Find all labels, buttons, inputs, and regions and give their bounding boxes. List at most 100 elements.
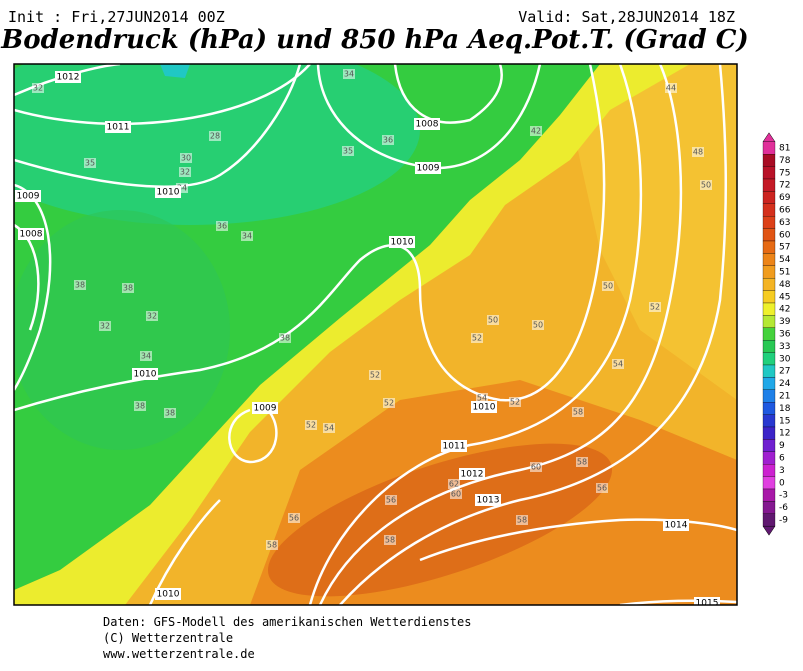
legend-swatch (762, 389, 776, 403)
theta-label-box (216, 221, 228, 231)
isobar-label-box (694, 597, 720, 605)
field-green-west (14, 210, 230, 450)
isobar-label: 1010 (391, 238, 414, 248)
theta-label: 54 (324, 424, 334, 433)
theta-label-box (476, 393, 488, 403)
legend-swatch (762, 278, 776, 291)
theta-label: 54 (613, 360, 623, 369)
isobar-label: 1010 (157, 188, 180, 198)
isobar (619, 599, 737, 605)
isobar-label-box (18, 228, 44, 240)
legend-label: 42 (779, 305, 790, 315)
legend-label: 18 (779, 404, 791, 414)
legend-label: 63 (779, 218, 790, 228)
isobar (14, 64, 311, 126)
theta-label: 60 (451, 490, 461, 499)
legend-label: -6 (779, 503, 788, 513)
isobar-label-box (414, 118, 440, 130)
theta-label: 56 (289, 514, 299, 523)
theta-label: 60 (531, 463, 541, 472)
theta-label-box (532, 320, 544, 330)
legend-swatch (762, 327, 776, 341)
legend-label: 54 (779, 255, 791, 265)
legend-swatch (762, 228, 776, 242)
theta-label-box (530, 126, 542, 136)
legend-label: 9 (779, 441, 785, 451)
footer-line: Daten: GFS-Modell des amerikanischen Wet… (103, 615, 471, 629)
isobar-label-box (155, 186, 181, 198)
isobar-label-box (389, 236, 415, 248)
isobar-label: 1009 (417, 164, 440, 174)
legend-swatch (762, 377, 776, 390)
theta-label-box (602, 281, 614, 291)
legend-label: 39 (779, 317, 791, 327)
theta-label: 52 (306, 421, 316, 430)
map-labels: 32 28 30 32 34 35 36 34 38 38 32 32 34 38 38 38 52 50 50 50… (15, 69, 720, 609)
theta-label: 36 (383, 136, 393, 145)
theta-label: 32 (180, 168, 190, 177)
theta-label-box (122, 283, 134, 293)
theta-label-box (649, 302, 661, 312)
theta-label-box (509, 397, 521, 407)
theta-label: 38 (165, 409, 175, 418)
isobar-label: 1008 (416, 120, 439, 130)
legend-label: 51 (779, 268, 790, 278)
theta-label-box (576, 457, 588, 467)
isobar-label: 1014 (665, 521, 688, 531)
isobar-label: 1010 (473, 403, 496, 413)
legend-swatch (762, 402, 776, 415)
theta-label: 42 (531, 127, 541, 136)
legend-label: 24 (779, 379, 791, 389)
isobar-label-box (441, 440, 467, 452)
legend-swatch (762, 265, 776, 279)
theta-label-box (146, 311, 158, 321)
theta-label: 34 (344, 70, 354, 79)
theta-label: 32 (33, 84, 43, 93)
legend-label: 75 (779, 168, 790, 178)
theta-label: 34 (141, 352, 151, 361)
theta-label-box (179, 167, 191, 177)
theta-label-box (384, 535, 396, 545)
legend-label: 45 (779, 292, 790, 302)
valid-time: Valid: Sat,28JUN2014 18Z (518, 8, 735, 26)
isobar (228, 403, 278, 464)
theta-label-box (140, 351, 152, 361)
theta-label: 35 (85, 159, 95, 168)
isobar-label: 1009 (17, 192, 40, 202)
theta-label: 52 (370, 371, 380, 380)
isobar (339, 64, 728, 605)
legend-swatch (762, 191, 776, 204)
legend-label: 27 (779, 367, 790, 377)
isobar-label: 1011 (107, 123, 130, 133)
legend-swatch (762, 426, 776, 440)
theta-label-box (180, 153, 192, 163)
legend-label: 57 (779, 243, 790, 253)
theta-label: 50 (603, 282, 613, 291)
theta-label: 28 (210, 132, 220, 141)
legend-swatch (762, 203, 776, 217)
legend-label: 48 (779, 280, 791, 290)
legend-swatch (762, 240, 776, 254)
legend-label: 33 (779, 342, 790, 352)
theta-label: 38 (75, 281, 85, 290)
theta-label: 58 (577, 458, 587, 467)
theta-label: 58 (517, 516, 527, 525)
isobar-label-box (663, 519, 689, 531)
legend-label: 69 (779, 193, 791, 203)
isobar-label: 1011 (443, 442, 466, 452)
legend-swatch (762, 253, 776, 266)
theta-label: 38 (135, 402, 145, 411)
theta-label-box (530, 462, 542, 472)
theta-label: 38 (280, 334, 290, 343)
isobar (419, 518, 737, 562)
legend-swatch (762, 166, 776, 180)
isobar (14, 183, 52, 391)
isobar-label: 1015 (696, 599, 719, 609)
legend-label: 81 (779, 144, 790, 154)
isobar (14, 64, 606, 412)
init-time: Init : Fri,27JUN2014 00Z (8, 8, 225, 26)
theta-label-box (382, 135, 394, 145)
legend-label: 15 (779, 416, 790, 426)
legend-label: 21 (779, 392, 790, 402)
map-frame (13, 63, 738, 606)
